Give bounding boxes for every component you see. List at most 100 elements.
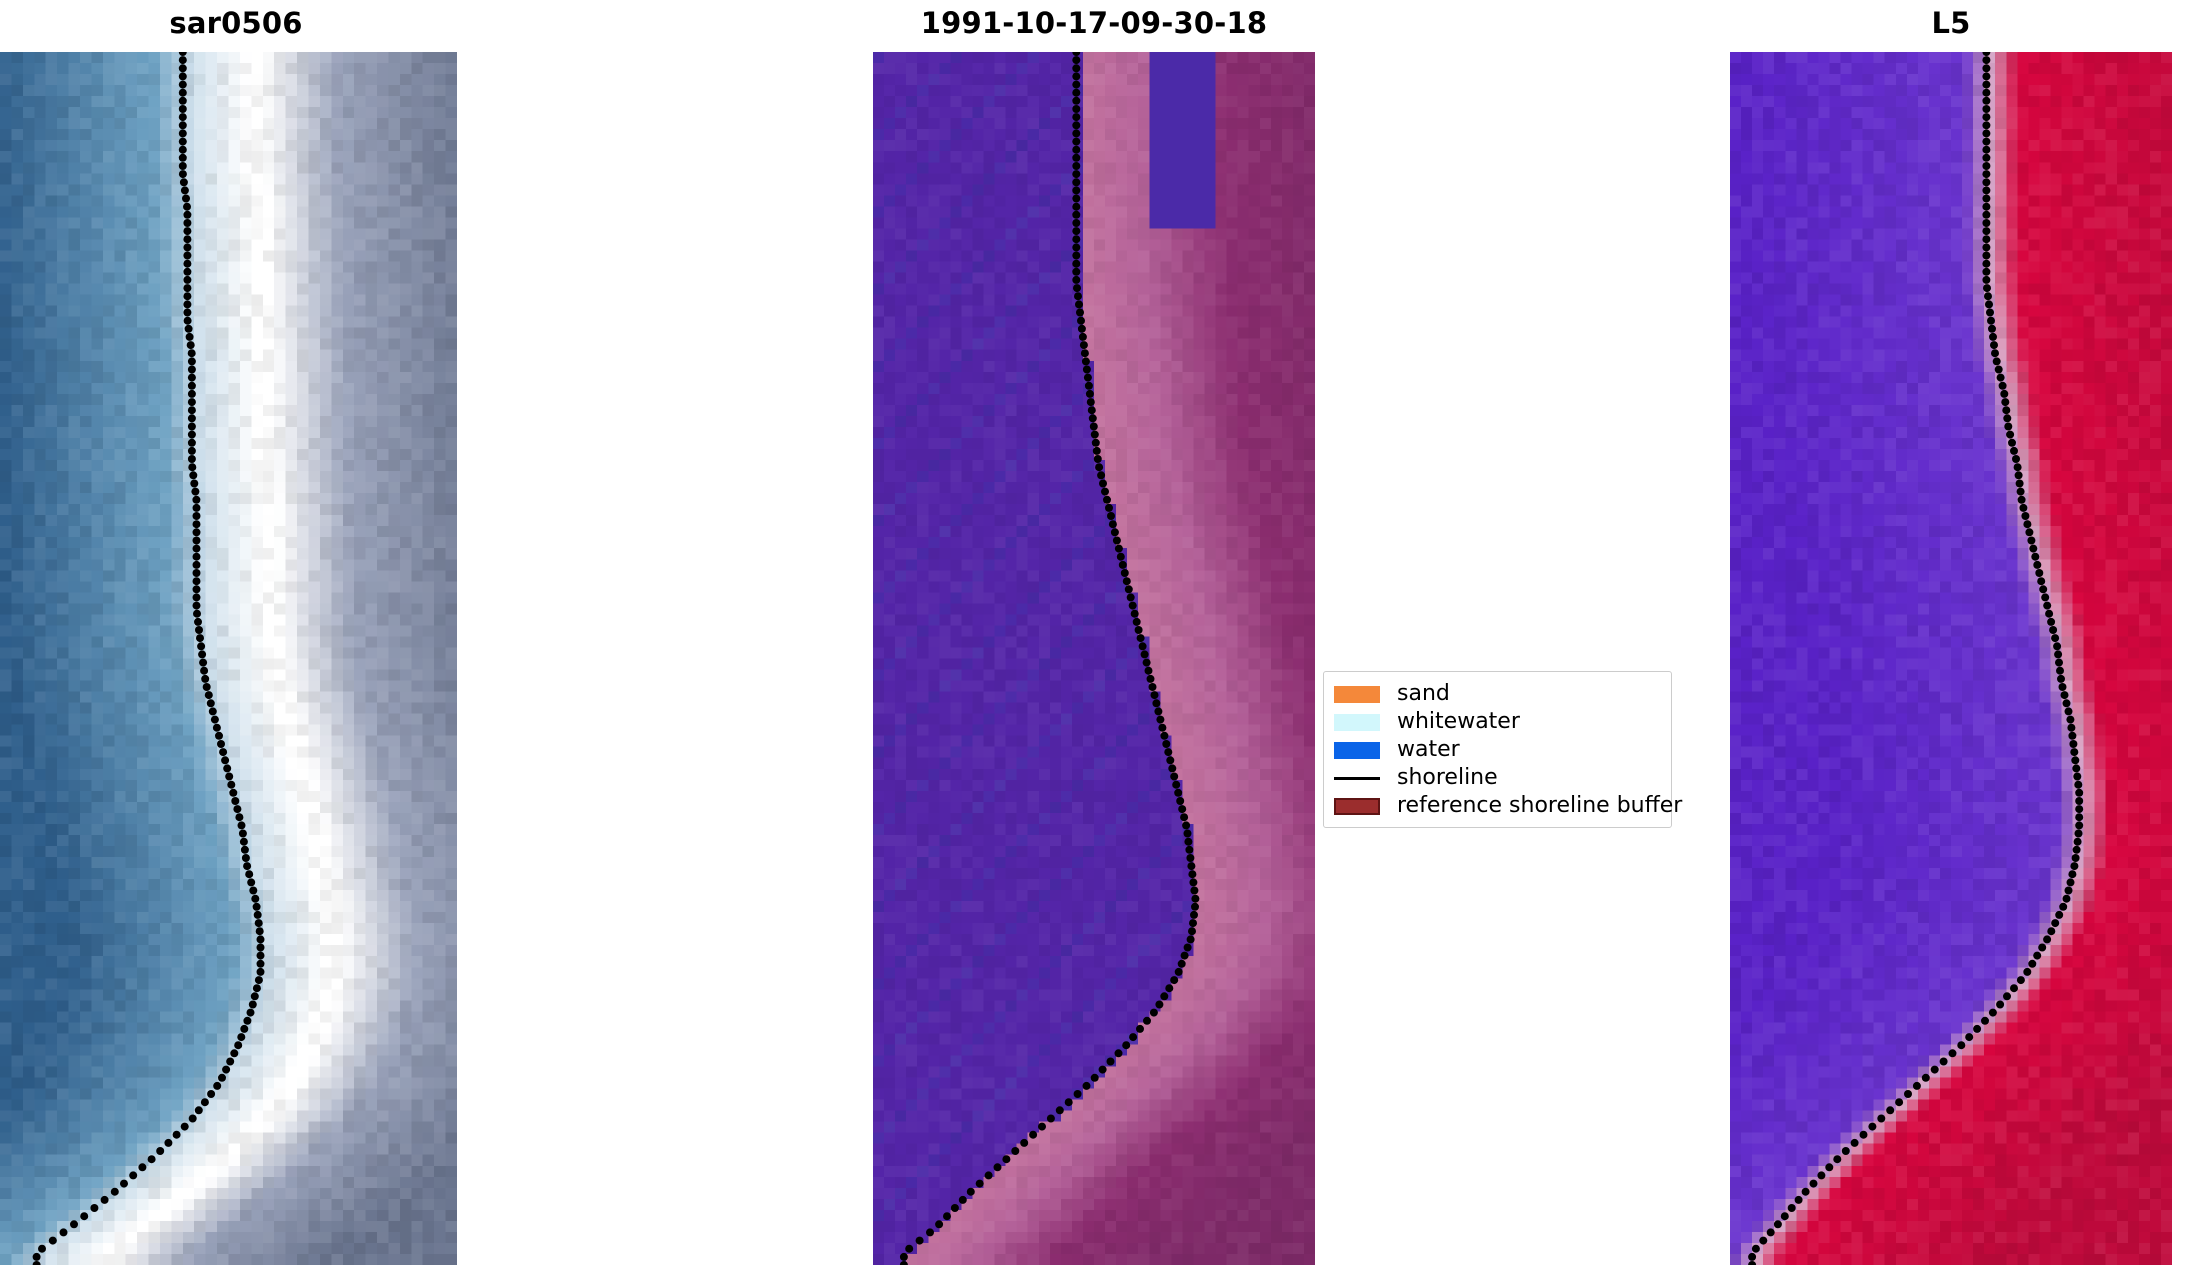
shoreline-point [1072,88,1081,97]
shoreline-point [1994,365,2003,374]
shoreline-point [187,357,196,366]
shoreline-point [1152,699,1161,708]
shoreline-point [1118,560,1127,569]
shoreline-point [1982,96,1991,105]
shoreline-point [1072,162,1081,170]
shoreline-point [192,512,201,520]
shoreline-point [201,674,210,683]
shoreline-point [1187,862,1196,871]
shoreline-point [90,1204,99,1212]
shoreline-point [1128,601,1137,610]
shoreline-point [1982,202,1991,211]
shoreline-point [192,495,201,504]
shoreline-point [183,235,192,244]
shoreline-point [1174,967,1183,976]
shoreline-point [256,967,265,976]
shoreline-point [1029,1130,1038,1139]
shoreline-point [1072,243,1081,252]
shoreline-point [1072,121,1081,130]
shoreline-point [184,324,193,333]
shoreline-point [1110,528,1119,537]
shoreline-point [1093,455,1102,463]
panel-sar-image[interactable] [0,52,457,1265]
shoreline-point [1983,284,1991,293]
shoreline-point [178,113,187,122]
shoreline-point [1149,1008,1158,1017]
shoreline-point [183,243,192,252]
shoreline-point [2059,902,2068,911]
shoreline-point [1072,235,1081,244]
shoreline-point [1190,910,1198,919]
shoreline-point [1982,113,1991,122]
shoreline-point [1083,373,1092,382]
shoreline-point [1998,381,2007,390]
shoreline-point [194,617,202,626]
shoreline-point [1138,642,1147,651]
sand-swatch-icon [1333,680,1381,708]
shoreline-point [178,96,187,105]
shoreline-point [192,601,201,610]
shoreline-point [1185,845,1194,854]
shoreline-point [1020,1138,1029,1147]
shoreline-point [247,878,256,887]
shoreline-point [1982,52,1991,56]
shoreline-point [256,951,265,960]
shoreline-point [222,1065,231,1074]
reference-buffer-swatch-icon [1333,792,1381,820]
shoreline-point [1982,235,1991,244]
shoreline-point [1180,951,1189,960]
shoreline-point [1112,536,1121,545]
shoreline-point [2064,886,2073,895]
shoreline-point [1833,1155,1842,1164]
shoreline-point [2072,764,2081,773]
shoreline-point [1868,1122,1877,1131]
shoreline-point [192,503,201,512]
shoreline-point [1877,1114,1886,1123]
shoreline-point [1072,275,1081,284]
shoreline-point [192,552,201,561]
shoreline-point [2012,455,2020,463]
shoreline-point [32,1261,41,1265]
shoreline-point [32,1252,41,1261]
legend-item-whitewater: whitewater [1333,708,1661,736]
shoreline-point [2055,910,2064,919]
shoreline-point [1183,829,1192,838]
shoreline-point [183,251,192,260]
panel-l5-image[interactable] [1730,52,2172,1265]
shoreline-point [120,1179,128,1188]
shoreline-point [223,764,232,773]
panel-classification-image[interactable] [873,52,1315,1265]
shoreline-point [1809,1179,1818,1188]
shoreline-point [1101,487,1109,496]
shoreline-point [2043,935,2052,944]
shoreline-overlay [32,52,265,1265]
shoreline-point [192,536,201,545]
shoreline-point [1144,666,1153,675]
shoreline-point [178,129,187,138]
shoreline-point [2023,967,2032,976]
shoreline-point [2066,878,2075,887]
shoreline-point [233,805,242,814]
shoreline-point [250,992,259,1001]
shoreline-point [1072,72,1081,81]
shoreline-point [2010,984,2018,993]
shoreline-point [1973,1024,1982,1033]
shoreline-point [1072,186,1081,195]
shoreline-point [1072,219,1081,227]
shoreline-point [189,471,198,480]
shoreline-point [1982,210,1991,219]
shoreline-point [178,80,187,89]
shoreline-point [1996,1000,2005,1009]
shoreline-point [1075,300,1083,309]
shoreline-point [1124,585,1133,594]
shoreline-point [1160,992,1169,1001]
shoreline-point [240,845,249,854]
shoreline-point [1912,1081,1921,1090]
shoreline-point [183,227,192,236]
shoreline-point [183,292,192,301]
shoreline-overlay [1748,52,2084,1265]
shoreline-point [2075,805,2084,814]
shoreline-point [1072,80,1081,89]
shoreline-point [1990,341,1998,350]
shoreline-point [2075,797,2084,805]
